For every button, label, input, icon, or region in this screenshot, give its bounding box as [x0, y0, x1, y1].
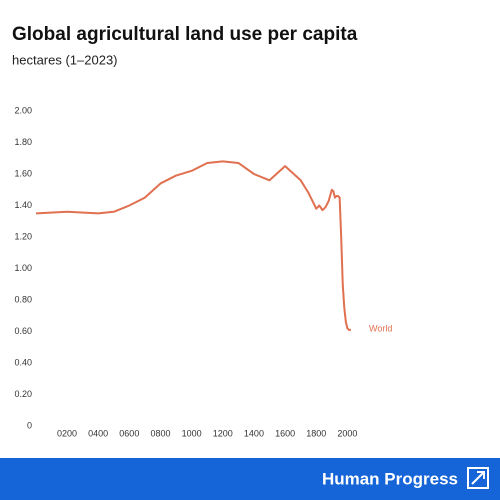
series-line [35, 160, 351, 331]
x-tick-label: 0600 [119, 428, 139, 438]
y-tick-label: 0.80 [14, 294, 32, 304]
x-tick-label: 2000 [337, 428, 357, 438]
x-tick-label: 1600 [275, 428, 295, 438]
y-tick-label: 2.00 [14, 105, 32, 115]
x-tick-label: 0800 [150, 428, 170, 438]
series-label: World [369, 323, 392, 333]
footer-logo [467, 467, 489, 489]
x-tick-label: 1400 [244, 428, 264, 438]
footer-brand: Human Progress [322, 469, 458, 488]
chart-title: Global agricultural land use per capita [12, 24, 358, 45]
footer-bar [0, 458, 500, 500]
y-tick-label: 0 [27, 420, 32, 430]
y-tick-label: 0.40 [14, 357, 32, 367]
y-tick-label: 1.40 [14, 200, 32, 210]
y-tick-label: 0.60 [14, 326, 32, 336]
y-tick-label: 1.20 [14, 231, 32, 241]
chart-subtitle: hectares (1–2023) [12, 52, 118, 67]
y-tick-label: 1.80 [14, 137, 32, 147]
x-tick-label: 1800 [306, 428, 326, 438]
x-tick-label: 1200 [213, 428, 233, 438]
x-tick-label: 0400 [88, 428, 108, 438]
y-tick-label: 0.20 [14, 389, 32, 399]
x-tick-label: 0200 [57, 428, 77, 438]
x-tick-label: 1000 [182, 428, 202, 438]
y-tick-label: 1.00 [14, 263, 32, 273]
y-tick-label: 1.60 [14, 168, 32, 178]
